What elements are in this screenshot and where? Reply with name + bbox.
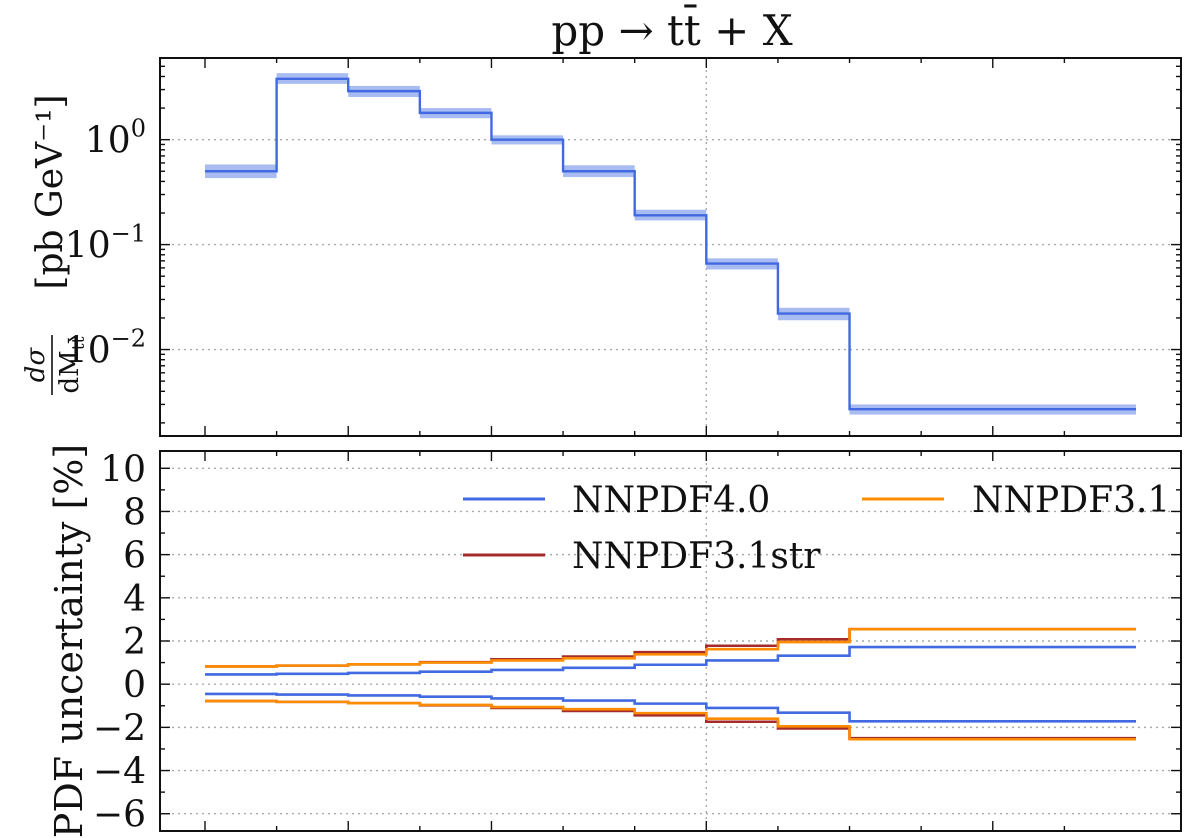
bottom-ytick-label: −2 (93, 708, 146, 749)
series-nnpdf31-lower (205, 699, 1136, 741)
top-y-tick-labels: 100 10−1 10−2 (65, 115, 146, 372)
bottom-ytick-label: −6 (93, 795, 146, 836)
series-nnpdf31-upper (205, 627, 1136, 668)
series-nnpdf31str-lower (205, 699, 1136, 740)
top-ylabel-den-main: dM (55, 350, 85, 393)
figure-title: pp → tt̄ + X (551, 3, 792, 55)
bottom-ytick-label: 8 (123, 492, 146, 533)
legend-label-nnpdf40: NNPDF4.0 (572, 480, 770, 521)
legend-entry-nnpdf31str: NNPDF3.1str (463, 536, 821, 577)
top-ylabel-fraction-numerator: dσ (21, 347, 51, 383)
bottom-axis-ticks (160, 451, 1181, 831)
top-ylabel-fraction-denominator: dMtt̄ (55, 336, 89, 393)
series-nnpdf40-upper (205, 645, 1136, 676)
bottom-ytick-label: 2 (123, 622, 146, 663)
top-gridlines (160, 58, 1181, 436)
bottom-ytick-label: 4 (123, 579, 146, 620)
top-uncertainty-band (205, 73, 1136, 415)
top-ytick-label: 10−1 (65, 220, 146, 267)
top-ylabel-den-sub: tt̄ (66, 336, 89, 350)
bottom-ytick-label: 6 (123, 536, 146, 577)
top-ylabel-main: [pb GeV⁻¹] (30, 94, 71, 289)
legend-entry-nnpdf40: NNPDF4.0 (463, 480, 770, 521)
bottom-ytick-label: 10 (100, 449, 146, 490)
bottom-gridlines (160, 451, 1181, 831)
legend-label-nnpdf31str: NNPDF3.1str (572, 536, 821, 577)
top-central-step-line (205, 77, 1136, 411)
series-nnpdf40-lower (205, 692, 1136, 723)
top-ytick-label: 100 (85, 115, 146, 162)
top-panel: 100 10−1 10−2 [pb GeV⁻¹] dσ dMtt̄ (21, 57, 1182, 437)
bottom-ytick-label: 0 (123, 665, 146, 706)
top-plot-frame (159, 57, 1182, 437)
legend: NNPDF4.0 NNPDF3.1 NNPDF3.1str (463, 480, 1170, 577)
legend-label-nnpdf31: NNPDF3.1 (972, 480, 1170, 521)
top-y-axis-label: [pb GeV⁻¹] dσ dMtt̄ (21, 94, 89, 395)
top-ytick-label: 10−2 (65, 325, 146, 372)
top-central-line (205, 77, 1136, 411)
bottom-series-lines (205, 627, 1136, 741)
top-axis-ticks (160, 57, 1181, 436)
bottom-ytick-label: −4 (93, 752, 146, 793)
bottom-y-axis-label: PDF uncertainty [%] (47, 444, 91, 838)
legend-entry-nnpdf31: NNPDF3.1 (862, 480, 1170, 521)
